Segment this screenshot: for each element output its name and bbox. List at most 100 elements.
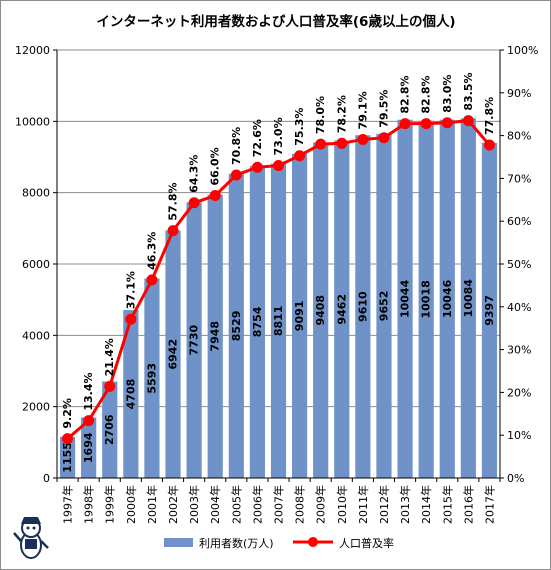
rate-value-label: 21.4%	[103, 338, 116, 376]
rate-value-label: 37.1%	[124, 271, 137, 309]
y-left-tick-label: 10000	[15, 115, 50, 128]
rate-point	[62, 433, 74, 445]
bar	[397, 119, 413, 478]
rate-point	[336, 137, 348, 149]
bar	[59, 436, 76, 478]
chart-title: インターネット利用者数および人口普及率(6歳以上の個人)	[96, 13, 455, 30]
x-tick-label: 1997年	[61, 485, 75, 524]
x-tick-label: 2001年	[145, 485, 159, 524]
x-tick-label: 2010年	[335, 485, 349, 524]
bar	[460, 118, 476, 478]
rate-value-label: 70.8%	[230, 127, 243, 165]
rate-point	[357, 133, 369, 145]
y-right-tick-label: 80%	[507, 130, 531, 143]
legend-line-marker	[308, 537, 318, 547]
x-tick-label: 2016年	[461, 485, 475, 524]
y-right-tick-label: 90%	[507, 87, 531, 100]
bar-value-label: 10046	[441, 279, 454, 318]
bar	[418, 120, 434, 478]
rate-point	[462, 115, 474, 127]
x-tick-label: 2006年	[250, 485, 264, 524]
x-tick-label: 2015年	[440, 485, 454, 524]
bar	[249, 165, 265, 479]
bar	[81, 417, 97, 478]
x-tick-label: 2004年	[208, 485, 222, 524]
rate-point	[146, 274, 158, 286]
x-tick-label: 2002年	[166, 485, 180, 524]
rate-point	[209, 190, 221, 202]
y-right-tick-label: 20%	[507, 386, 531, 399]
rate-value-label: 82.8%	[420, 75, 433, 113]
rate-point	[251, 161, 263, 173]
y-right-tick-label: 0%	[507, 472, 524, 485]
rate-value-label: 13.4%	[82, 372, 95, 410]
y-right-tick-label: 100%	[507, 44, 538, 57]
legend: 利用者数(万人) 人口普及率	[164, 536, 394, 550]
y-right-tick-label: 40%	[507, 301, 531, 314]
y-right-tick-label: 50%	[507, 258, 531, 271]
y-left-tick-label: 2000	[22, 401, 50, 414]
rate-point	[399, 118, 411, 130]
rate-point	[230, 169, 242, 181]
rate-value-label: 64.3%	[188, 155, 201, 193]
bar-value-label: 9652	[377, 291, 390, 322]
bar-value-label: 1694	[82, 432, 95, 463]
rate-value-label: 78.0%	[314, 96, 327, 134]
rate-value-label: 79.1%	[356, 91, 369, 129]
rate-point	[441, 117, 453, 129]
bar	[292, 153, 308, 478]
rate-value-label: 9.2%	[61, 398, 74, 429]
bar-series: 1155 1694 2706 4708 5593 6942 7730 7948 8529 8754…	[59, 118, 498, 479]
bar	[376, 133, 392, 478]
y-left-tick-label: 0	[43, 472, 50, 485]
bar-value-label: 8529	[230, 311, 243, 342]
rate-value-label: 83.0%	[441, 75, 454, 113]
rate-value-label: 78.2%	[335, 95, 348, 133]
bar-value-label: 2706	[103, 414, 116, 445]
bar-value-label: 7948	[209, 321, 222, 352]
rate-point	[167, 225, 179, 237]
bar	[481, 142, 498, 478]
y-left-tick-label: 8000	[22, 187, 50, 200]
rate-point	[125, 313, 137, 325]
y-left-tick-label: 12000	[15, 44, 50, 57]
rate-value-label: 77.8%	[483, 97, 496, 135]
bar-value-label: 9462	[335, 294, 348, 325]
x-tick-label: 2008年	[293, 485, 307, 524]
line-series: 9.2% 13.4% 21.4% 37.1% 46.3% 57.8% 64.3% 66.0% 7…	[61, 72, 496, 445]
bar	[207, 194, 223, 478]
x-tick-label: 1998年	[82, 485, 96, 524]
axes: 0 2000 4000 6000 8000 10000 12000 0% 10% 20% 30% 40…	[15, 44, 538, 524]
x-tick-label: 2012年	[377, 485, 391, 524]
bar-value-label: 8754	[251, 306, 264, 337]
x-tick-label: 2003年	[187, 485, 201, 524]
bar-value-label: 9610	[356, 291, 369, 322]
bar-value-label: 9408	[314, 295, 327, 326]
x-tick-label: 2007年	[272, 485, 286, 524]
bar-value-label: 7730	[188, 324, 201, 355]
legend-bar-swatch	[164, 538, 193, 547]
bar	[228, 173, 244, 478]
rate-point	[294, 150, 306, 162]
rate-value-label: 57.8%	[167, 182, 180, 220]
x-tick-label: 2000年	[124, 485, 138, 524]
legend-line-label: 人口普及率	[339, 536, 394, 550]
bar-value-label: 6942	[167, 339, 180, 370]
bar	[334, 140, 350, 478]
bar-value-label: 9397	[483, 295, 496, 326]
bar	[144, 278, 160, 478]
x-tick-label: 2017年	[482, 485, 496, 524]
bar	[123, 310, 139, 478]
bar-value-label: 10084	[462, 279, 475, 318]
x-tick-label: 2005年	[229, 485, 243, 524]
x-tick-label: 2011年	[356, 485, 370, 524]
bar	[186, 202, 202, 478]
x-tick-label: 1999年	[103, 485, 117, 524]
bar-value-label: 9091	[293, 301, 306, 332]
rate-value-label: 79.5%	[377, 90, 390, 128]
bar	[313, 142, 329, 478]
x-tick-label: 2014年	[419, 485, 433, 524]
y-left-tick-label: 4000	[22, 329, 50, 342]
